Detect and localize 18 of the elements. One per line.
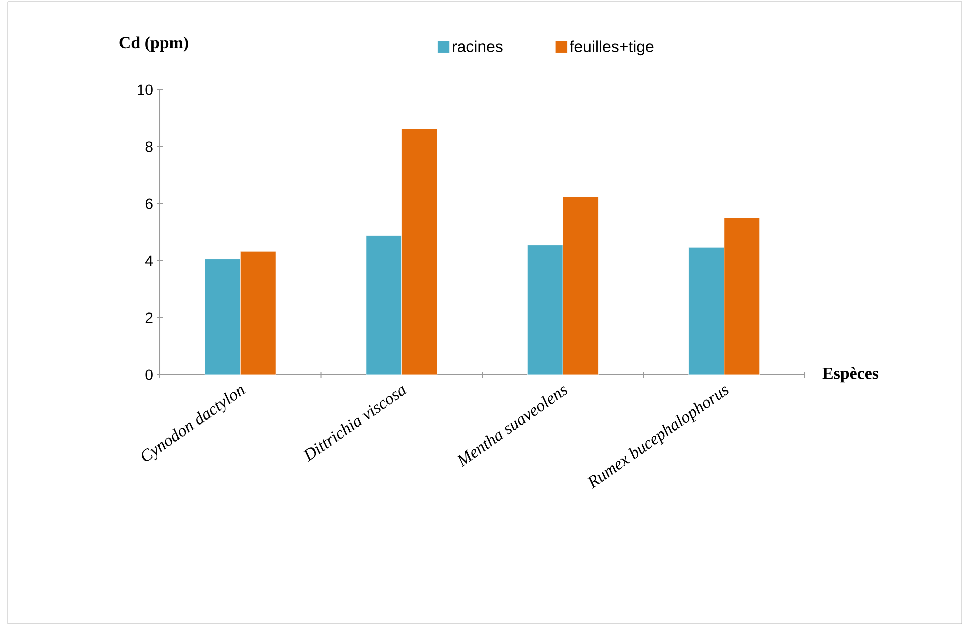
- bar: [366, 236, 402, 375]
- y-tick-label: 6: [146, 198, 153, 210]
- bar: [688, 247, 725, 375]
- legend-label: feuilles+tige: [570, 40, 654, 56]
- y-tick-label: 8: [146, 142, 153, 152]
- y-tick-label: 0: [146, 370, 153, 380]
- y-axis-title: Cd (ppm): [120, 36, 188, 52]
- bar: [562, 196, 599, 375]
- bar: [240, 251, 276, 375]
- bar: [527, 245, 564, 375]
- y-tick-label: 2: [146, 312, 153, 324]
- bar: [724, 218, 760, 375]
- bar: [204, 259, 241, 375]
- y-tick-label: 10: [138, 84, 153, 96]
- x-axis-title: Espèces: [822, 367, 879, 383]
- bar: [402, 128, 438, 375]
- legend-label: racines: [453, 40, 503, 52]
- y-tick-label: 4: [146, 256, 154, 266]
